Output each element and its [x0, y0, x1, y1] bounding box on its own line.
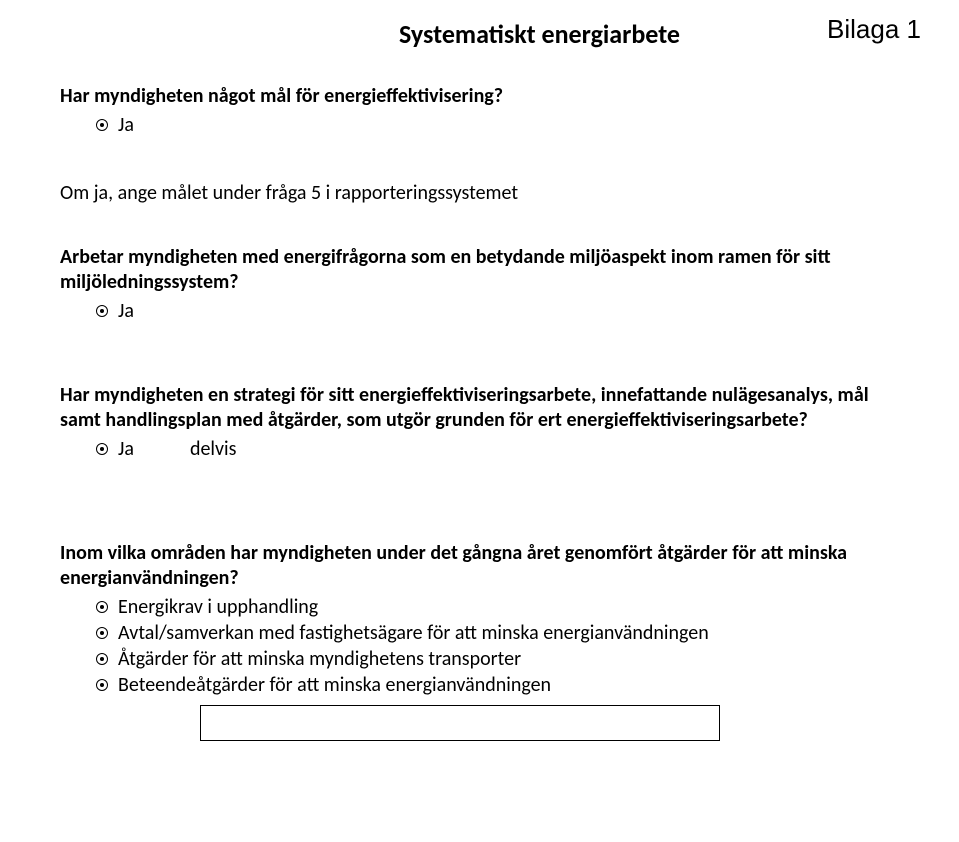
answer-text: Avtal/samverkan med fastighetsägare för …	[118, 621, 709, 645]
answer-row: Åtgärder för att minska myndighetens tra…	[60, 647, 899, 671]
radio-option[interactable]: Ja	[96, 113, 134, 137]
answer-row: Avtal/samverkan med fastighetsägare för …	[60, 621, 899, 645]
note-1: Om ja, ange målet under fråga 5 i rappor…	[60, 181, 899, 205]
radio-circle-icon	[96, 119, 108, 131]
answer-list: Energikrav i upphandling Avtal/samverkan…	[60, 595, 899, 697]
answer-row: Ja delvis	[60, 437, 899, 461]
radio-option[interactable]: Ja	[96, 437, 134, 461]
radio-circle-icon	[96, 679, 108, 691]
answer-row: Energikrav i upphandling	[60, 595, 899, 619]
radio-option[interactable]: Åtgärder för att minska myndighetens tra…	[96, 647, 521, 671]
page-title: Systematiskt energiarbete	[60, 18, 899, 50]
question-3: Har myndigheten en strategi för sitt ene…	[60, 383, 899, 433]
radio-option[interactable]: Avtal/samverkan med fastighetsägare för …	[96, 621, 709, 645]
question-2: Arbetar myndigheten med energifrågorna s…	[60, 245, 899, 295]
radio-circle-icon	[96, 627, 108, 639]
answer-row: Beteendeåtgärder för att minska energian…	[60, 673, 899, 697]
answer-row: Ja	[60, 299, 899, 323]
radio-circle-icon	[96, 443, 108, 455]
input-box[interactable]	[200, 705, 720, 741]
answer-text: Ja	[118, 299, 134, 323]
header: Systematiskt energiarbete Bilaga 1	[60, 18, 899, 50]
radio-option[interactable]: Beteendeåtgärder för att minska energian…	[96, 673, 551, 697]
appendix-label: Bilaga 1	[827, 14, 921, 45]
radio-option[interactable]: Ja	[96, 299, 134, 323]
answer-text: Ja	[118, 113, 134, 137]
answer-text: Energikrav i upphandling	[118, 595, 318, 619]
question-1: Har myndigheten något mål för energieffe…	[60, 84, 899, 109]
page: Systematiskt energiarbete Bilaga 1 Har m…	[0, 0, 959, 781]
answer-text: Beteendeåtgärder för att minska energian…	[118, 673, 551, 697]
radio-circle-icon	[96, 653, 108, 665]
radio-circle-icon	[96, 305, 108, 317]
answer-text: Ja	[118, 437, 134, 461]
answer-text: Åtgärder för att minska myndighetens tra…	[118, 647, 521, 671]
question-4: Inom vilka områden har myndigheten under…	[60, 541, 899, 591]
radio-option[interactable]: Energikrav i upphandling	[96, 595, 318, 619]
radio-circle-icon	[96, 601, 108, 613]
answer-row: Ja	[60, 113, 899, 137]
answer-text-alt: delvis	[190, 437, 237, 461]
